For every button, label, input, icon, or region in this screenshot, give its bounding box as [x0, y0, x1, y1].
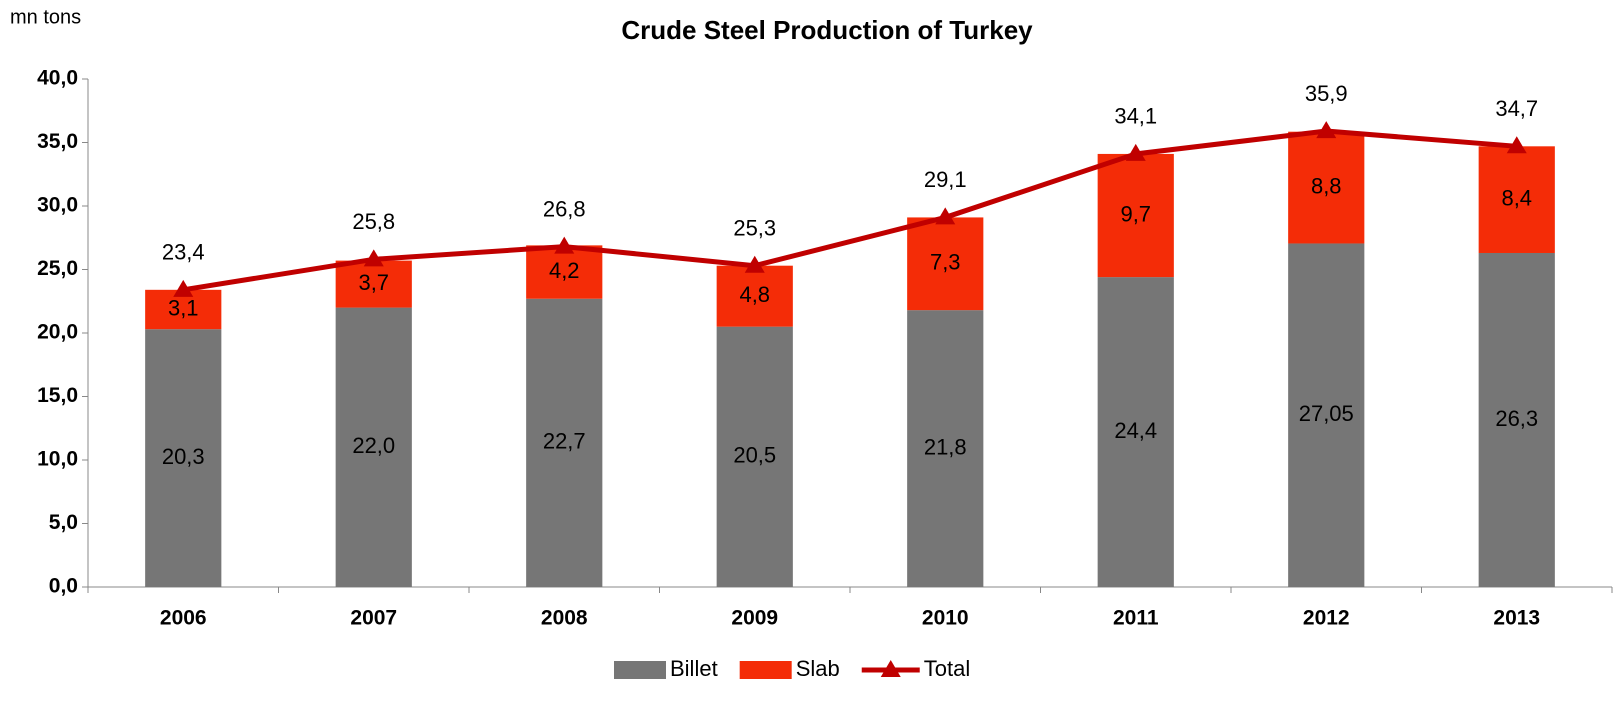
bar-segment	[716, 326, 793, 587]
bar-segment	[1478, 146, 1555, 253]
legend-swatch	[614, 661, 666, 679]
x-tick-label: 2011	[1113, 607, 1159, 630]
data-label: 23,4	[162, 240, 205, 265]
x-tick-label: 2007	[350, 607, 397, 630]
y-tick-label: 40,0	[37, 67, 78, 90]
marker	[1506, 136, 1527, 154]
data-label: 35,9	[1305, 81, 1348, 106]
marker	[1316, 121, 1337, 139]
y-tick-label: 35,0	[37, 130, 78, 153]
y-tick-label: 15,0	[37, 384, 78, 407]
data-label: 4,2	[549, 258, 580, 283]
data-label: 34,1	[1114, 104, 1157, 129]
bar-segment	[335, 260, 412, 308]
legend-marker	[880, 660, 901, 677]
data-label: 8,8	[1311, 173, 1342, 198]
legend-swatch	[739, 661, 792, 679]
marker	[554, 236, 575, 254]
marker	[744, 255, 765, 273]
bar-segment	[526, 298, 603, 587]
data-label: 9,7	[1120, 201, 1151, 226]
data-label: 26,3	[1495, 406, 1538, 431]
data-label: 4,8	[739, 282, 770, 307]
data-label: 8,4	[1501, 185, 1532, 210]
marker	[173, 279, 194, 297]
chart-title: Crude Steel Production of Turkey	[621, 15, 1033, 45]
data-label: 26,8	[543, 196, 586, 221]
y-tick-label: 10,0	[37, 448, 78, 471]
data-label: 25,8	[352, 209, 395, 234]
bar-segment	[907, 217, 984, 311]
bar-segment	[526, 245, 603, 299]
y-tick-label: 0,0	[49, 575, 78, 598]
bar-segment	[1097, 277, 1174, 587]
y-tick-label: 25,0	[37, 257, 78, 280]
data-label: 22,0	[352, 433, 395, 458]
line	[182, 128, 1517, 293]
x-tick-label: 2012	[1303, 607, 1350, 630]
bar-segment	[145, 329, 222, 587]
data-label: 29,1	[924, 167, 967, 192]
data-label: 34,7	[1495, 96, 1538, 121]
bar-segment	[1288, 243, 1365, 587]
data-label: 20,5	[733, 443, 776, 468]
y-tick-label: 5,0	[49, 511, 78, 534]
bar-segment	[1478, 252, 1555, 588]
data-label: 24,4	[1114, 418, 1157, 443]
x-tick-label: 2009	[731, 607, 778, 630]
marker	[935, 207, 956, 225]
bar-segment	[1288, 131, 1365, 244]
legend-label: Slab	[796, 656, 840, 681]
bar-segment	[716, 265, 793, 327]
bar-segment	[907, 310, 984, 587]
axis-unit: mn tons	[10, 6, 81, 28]
x-tick-label: 2010	[922, 607, 969, 630]
x-tick-label: 2013	[1493, 607, 1540, 630]
data-label: 7,3	[930, 250, 961, 275]
marker	[1125, 143, 1146, 161]
data-label: 21,8	[924, 434, 967, 459]
bar-segment	[335, 307, 412, 587]
y-tick-label: 20,0	[37, 321, 78, 344]
data-label: 27,05	[1299, 401, 1354, 426]
data-label: 22,7	[543, 429, 586, 454]
x-tick-label: 2006	[160, 607, 207, 630]
legend-label: Total	[924, 656, 970, 681]
marker	[363, 249, 384, 267]
y-tick-label: 30,0	[37, 194, 78, 217]
data-label: 3,7	[358, 270, 389, 295]
data-label: 25,3	[733, 216, 776, 241]
x-tick-label: 2008	[541, 607, 588, 630]
data-label: 3,1	[168, 295, 199, 320]
legend-label: Billet	[670, 656, 718, 681]
bar-segment	[1097, 153, 1174, 278]
data-label: 20,3	[162, 444, 205, 469]
